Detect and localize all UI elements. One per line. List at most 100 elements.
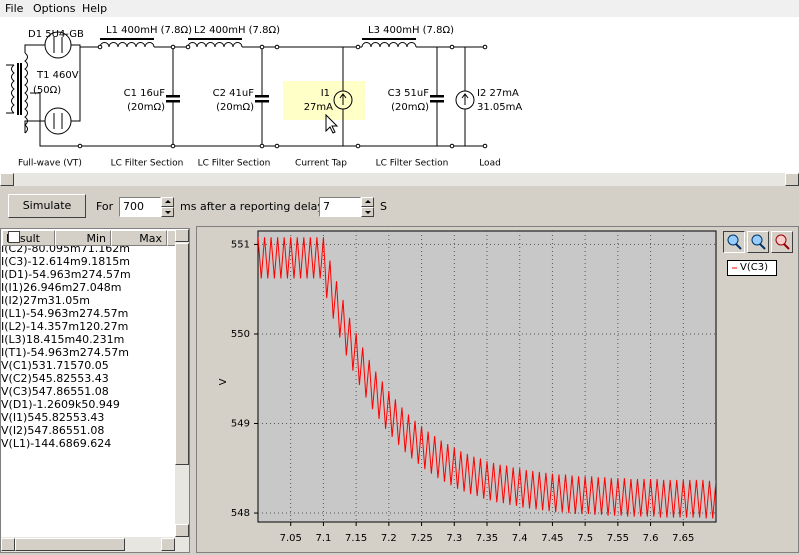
result-name: I(L2) — [1, 320, 26, 333]
result-row[interactable]: I(I1)26.946m27.048m — [1, 231, 189, 294]
schematic: D1 5U4-GB T1 460V (50Ω) L1 400mH (7.8Ω) … — [0, 17, 799, 172]
result-row[interactable]: V(C1)531.71570.05 — [1, 231, 189, 372]
label: after a reporting delay of — [200, 200, 339, 213]
vertical-scrollbar[interactable] — [175, 229, 189, 537]
label: 31.05mA — [477, 102, 522, 113]
column-header[interactable]: Min — [55, 230, 111, 246]
scroll-thumb[interactable] — [175, 243, 189, 465]
result-max: 551.08 — [65, 424, 105, 437]
result-min: -54.963m — [28, 268, 82, 281]
result-row[interactable]: I(L3)18.415m40.231m — [1, 231, 189, 346]
result-name: V(C3) — [1, 385, 32, 398]
menu-item[interactable]: Options — [33, 2, 76, 15]
zoom-icon — [775, 234, 790, 250]
result-name: V(C1) — [1, 359, 32, 372]
result-min: 545.82 — [31, 372, 71, 385]
result-name: I(L3) — [1, 333, 26, 346]
result-row[interactable]: I(L2)-14.357m120.27m — [1, 231, 189, 333]
scroll-down[interactable] — [175, 524, 189, 537]
result-max: 274.57m — [81, 268, 131, 281]
zoom-in-button[interactable] — [747, 231, 769, 253]
result-row[interactable]: I(C3)-12.614m9.1815m — [1, 231, 189, 268]
x-tick-label: 7.4 — [512, 533, 528, 544]
section-labels: Full-wave (VT) LC Filter Section LC Filter… — [18, 159, 501, 169]
section-label: LC Filter Section — [376, 159, 449, 169]
selection-highlight — [283, 81, 365, 120]
result-row[interactable]: V(I1)545.82553.43 — [1, 231, 189, 424]
result-min: -1.2609k — [32, 398, 82, 411]
duration-spinner[interactable] — [161, 197, 174, 217]
zoom-button[interactable] — [723, 231, 745, 253]
nodes — [77, 44, 488, 149]
plot-area — [257, 230, 717, 523]
scroll-right[interactable] — [161, 538, 175, 551]
duration-input[interactable]: 700 — [119, 197, 161, 217]
data-line — [258, 237, 716, 519]
x-tick-label: 7.35 — [476, 533, 498, 544]
label: C1 16uF — [124, 88, 166, 99]
result-row[interactable]: V(D1)-1.2609k50.949 — [1, 231, 189, 411]
result-min: -54.963m — [25, 307, 80, 320]
legend-swatch — [732, 267, 737, 269]
label: (50Ω) — [33, 85, 61, 96]
result-name: V(D1) — [1, 398, 33, 411]
scroll-left[interactable] — [1, 538, 15, 551]
x-tick-label: 7.65 — [672, 533, 694, 544]
legend: V(C3) — [727, 260, 777, 276]
y-axis-label: V — [218, 378, 229, 385]
zoom-out-button[interactable] — [771, 231, 793, 253]
checkbox[interactable] — [8, 231, 20, 243]
delay-input[interactable]: 7 — [319, 197, 361, 217]
result-max: 50.949 — [81, 398, 120, 411]
result-row[interactable]: I(I2)27m31.05m — [1, 231, 189, 307]
legend-label: V(C3) — [740, 262, 768, 273]
menu-item[interactable]: File — [5, 2, 24, 15]
x-tick-label: 7.15 — [345, 533, 367, 544]
result-row[interactable]: I(L1)-54.963m274.57m — [1, 231, 189, 320]
horizontal-scrollbar[interactable] — [1, 537, 189, 552]
simulate-button[interactable]: Simulate — [8, 194, 86, 218]
result-min: -144.68 — [30, 437, 73, 450]
scroll-thumb[interactable] — [15, 538, 125, 551]
label: I2 27mA — [477, 88, 519, 99]
result-min: -14.357m — [25, 320, 80, 333]
result-min: 545.82 — [27, 411, 66, 424]
result-row[interactable]: I(D1)-54.963m274.57m — [1, 231, 189, 281]
label: I1 — [321, 88, 330, 99]
scroll-right[interactable] — [785, 173, 799, 186]
menu-item[interactable]: Help — [82, 2, 108, 15]
scroll-up[interactable] — [175, 229, 189, 242]
mouse-cursor — [325, 113, 339, 134]
x-tick-label: 7.55 — [607, 533, 629, 544]
result-row[interactable]: I(T1)-54.963m274.57m — [1, 231, 189, 359]
current-sources — [333, 81, 475, 120]
result-name: I(L1) — [1, 307, 26, 320]
result-min: 531.71 — [31, 359, 71, 372]
x-tick-label: 7.5 — [577, 533, 593, 544]
result-row[interactable]: V(L1)-144.6869.624 — [1, 231, 189, 450]
zoom-icon — [751, 234, 766, 250]
section-label: LC Filter Section — [111, 159, 184, 169]
label: L1 400mH (7.8Ω) — [106, 25, 192, 36]
label: C2 41uF — [213, 88, 255, 99]
x-tick-label: 7.45 — [541, 533, 563, 544]
section-label: LC Filter Section — [198, 159, 271, 169]
result-row[interactable]: V(C3)547.86551.08 — [1, 231, 189, 398]
chart: 548 549 550 551 7.05 7.1 7.15 7.2 7.25 7.3 7.35 7.4… — [218, 230, 717, 544]
result-row[interactable]: V(I2)547.86551.08 — [1, 231, 189, 437]
scroll-left[interactable] — [0, 173, 14, 186]
horizontal-scrollbar[interactable] — [0, 172, 799, 186]
x-tick-label: 7.2 — [381, 533, 397, 544]
result-max: 120.27m — [79, 320, 129, 333]
column-header[interactable]: Max — [111, 230, 167, 246]
label: (20mΩ) — [127, 102, 165, 113]
result-name: I(C3) — [1, 255, 28, 268]
result-row[interactable]: V(C2)545.82553.43 — [1, 231, 189, 385]
result-name: V(C2) — [1, 372, 32, 385]
result-max: 570.05 — [70, 359, 109, 372]
result-max: 551.08 — [70, 385, 109, 398]
delay-spinner[interactable] — [361, 197, 374, 217]
zoom-icon — [727, 234, 742, 250]
result-min: -54.963m — [26, 346, 80, 359]
section-label: Load — [479, 159, 501, 169]
